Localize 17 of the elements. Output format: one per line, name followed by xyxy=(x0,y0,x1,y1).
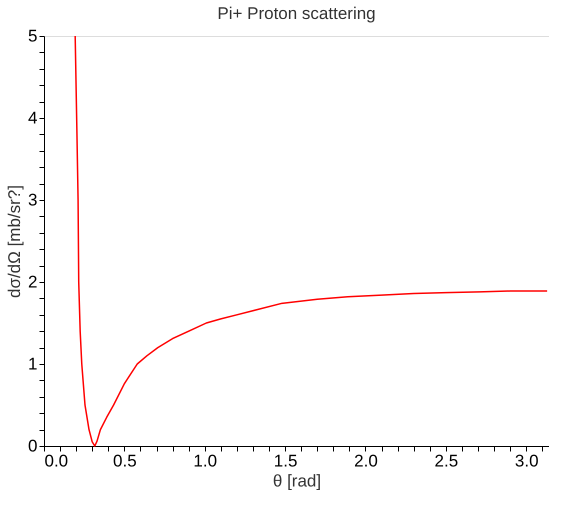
y-tick-label: 1 xyxy=(28,354,38,374)
x-tick-label: 2.0 xyxy=(354,452,378,470)
y-axis-title: dσ/dΩ [mb/sr?] xyxy=(5,185,24,298)
x-tick-label: 0.5 xyxy=(113,452,137,470)
y-tick-label: 2 xyxy=(28,272,38,292)
x-tick-label: 1.5 xyxy=(274,452,298,470)
x-tick-label: 3.0 xyxy=(514,452,539,470)
x-tick-label: 2.5 xyxy=(434,452,458,470)
chart-title: Pi+ Proton scattering xyxy=(217,4,376,23)
y-tick-label: 4 xyxy=(28,108,38,128)
x-tick-label: 0.0 xyxy=(44,452,68,470)
line-series xyxy=(74,35,548,447)
y-tick-label: 0 xyxy=(28,436,38,456)
x-axis-title: θ [rad] xyxy=(272,472,322,490)
y-tick-label: 5 xyxy=(28,26,38,46)
x-tick-label: 1.0 xyxy=(193,452,218,470)
y-tick-label: 3 xyxy=(28,190,38,210)
